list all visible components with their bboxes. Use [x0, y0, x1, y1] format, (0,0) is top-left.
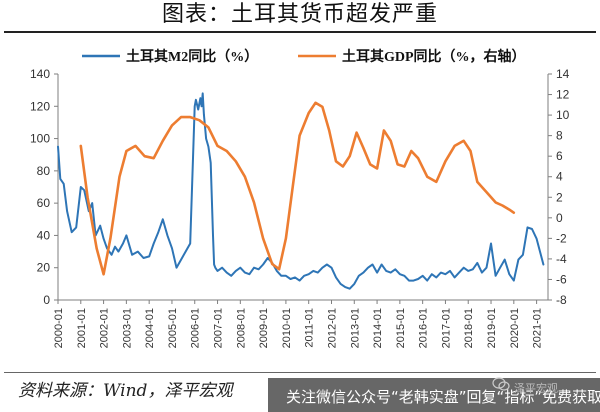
- right-y-tick-label: 10: [556, 108, 570, 122]
- legend-gdp-label: 土耳其GDP同比（%，右轴）: [342, 48, 526, 65]
- left-y-tick-label: 60: [37, 196, 51, 210]
- x-tick-label: 2016-01: [418, 308, 430, 348]
- x-tick-label: 2004-01: [144, 308, 156, 348]
- legend-m2-label: 土耳其M2同比（%）: [126, 48, 258, 65]
- right-y-tick-label: -6: [556, 272, 567, 286]
- axes: 0 20 40 60 80 100 120 140 -8 -6 -4 -2 0 2 4 6 8 10 12 14 200…: [30, 67, 570, 348]
- left-y-tick-label: 140: [30, 67, 50, 81]
- gdp-series-line: [79, 101, 516, 276]
- right-y-tick-label: 4: [556, 170, 563, 184]
- legend: 土耳其M2同比（%） 土耳其GDP同比（%，右轴）: [82, 48, 526, 65]
- x-tick-label: 2019-01: [486, 308, 498, 348]
- left-y-tick-label: 100: [30, 132, 50, 146]
- left-y-tick-label: 80: [37, 164, 51, 178]
- x-tick-label: 2015-01: [395, 308, 407, 348]
- right-y-tick-label: -2: [556, 231, 567, 245]
- right-y-tick-label: 12: [556, 88, 570, 102]
- x-tick-label: 2007-01: [213, 308, 225, 348]
- source-divider: [4, 372, 596, 373]
- x-tick-label: 2013-01: [349, 308, 361, 348]
- title-divider: [4, 31, 596, 33]
- x-tick-label: 2002-01: [99, 308, 111, 348]
- watermark-text: 泽平宏观: [514, 382, 558, 395]
- right-y-tick-label: -8: [556, 293, 567, 307]
- series-group: [57, 92, 545, 290]
- promo-banner-text: 关注微信公众号“老韩实盘”回复“指标”免费获取: [286, 388, 600, 406]
- page-title: 图表：土耳其货币超发严重: [161, 2, 438, 27]
- x-tick-label: 2005-01: [167, 308, 179, 348]
- x-tick-label: 2011-01: [304, 308, 316, 348]
- right-y-tick-label: 0: [556, 211, 563, 225]
- left-y-tick-label: 0: [43, 293, 50, 307]
- x-tick-label: 2012-01: [326, 308, 338, 348]
- x-tick-label: 2021-01: [532, 308, 544, 348]
- m2-gdp-line-chart: 土耳其M2同比（%） 土耳其GDP同比（%，右轴） 02040608010012…: [30, 48, 570, 348]
- x-tick-label: 2003-01: [121, 308, 133, 348]
- x-tick-label: 2018-01: [463, 308, 475, 348]
- x-tick-label: 2014-01: [372, 308, 384, 348]
- left-y-tick-label: 40: [37, 228, 51, 242]
- x-tick-label: 2017-01: [440, 308, 452, 348]
- right-y-tick-label: -4: [556, 252, 567, 266]
- promo-banner: [268, 378, 600, 412]
- m2-series-line: [57, 92, 545, 290]
- left-y-tick-label: 120: [30, 99, 50, 113]
- x-tick-label: 2001-01: [76, 308, 88, 348]
- wechat-watermark-icon: [492, 377, 510, 391]
- x-tick-label: 2010-01: [281, 308, 293, 348]
- source-note: 资料来源：Wind，泽平宏观: [18, 381, 233, 401]
- x-tick-label: 2009-01: [258, 308, 270, 348]
- right-y-tick-label: 14: [556, 67, 570, 81]
- left-y-tick-label: 20: [37, 261, 51, 275]
- x-tick-label: 2008-01: [235, 308, 247, 348]
- right-y-tick-label: 8: [556, 129, 563, 143]
- x-tick-label: 2006-01: [190, 308, 202, 348]
- x-tick-label: 2000-01: [53, 308, 65, 348]
- x-tick-label: 2020-01: [509, 308, 521, 348]
- right-y-tick-label: 6: [556, 149, 563, 163]
- right-y-tick-label: 2: [556, 190, 563, 204]
